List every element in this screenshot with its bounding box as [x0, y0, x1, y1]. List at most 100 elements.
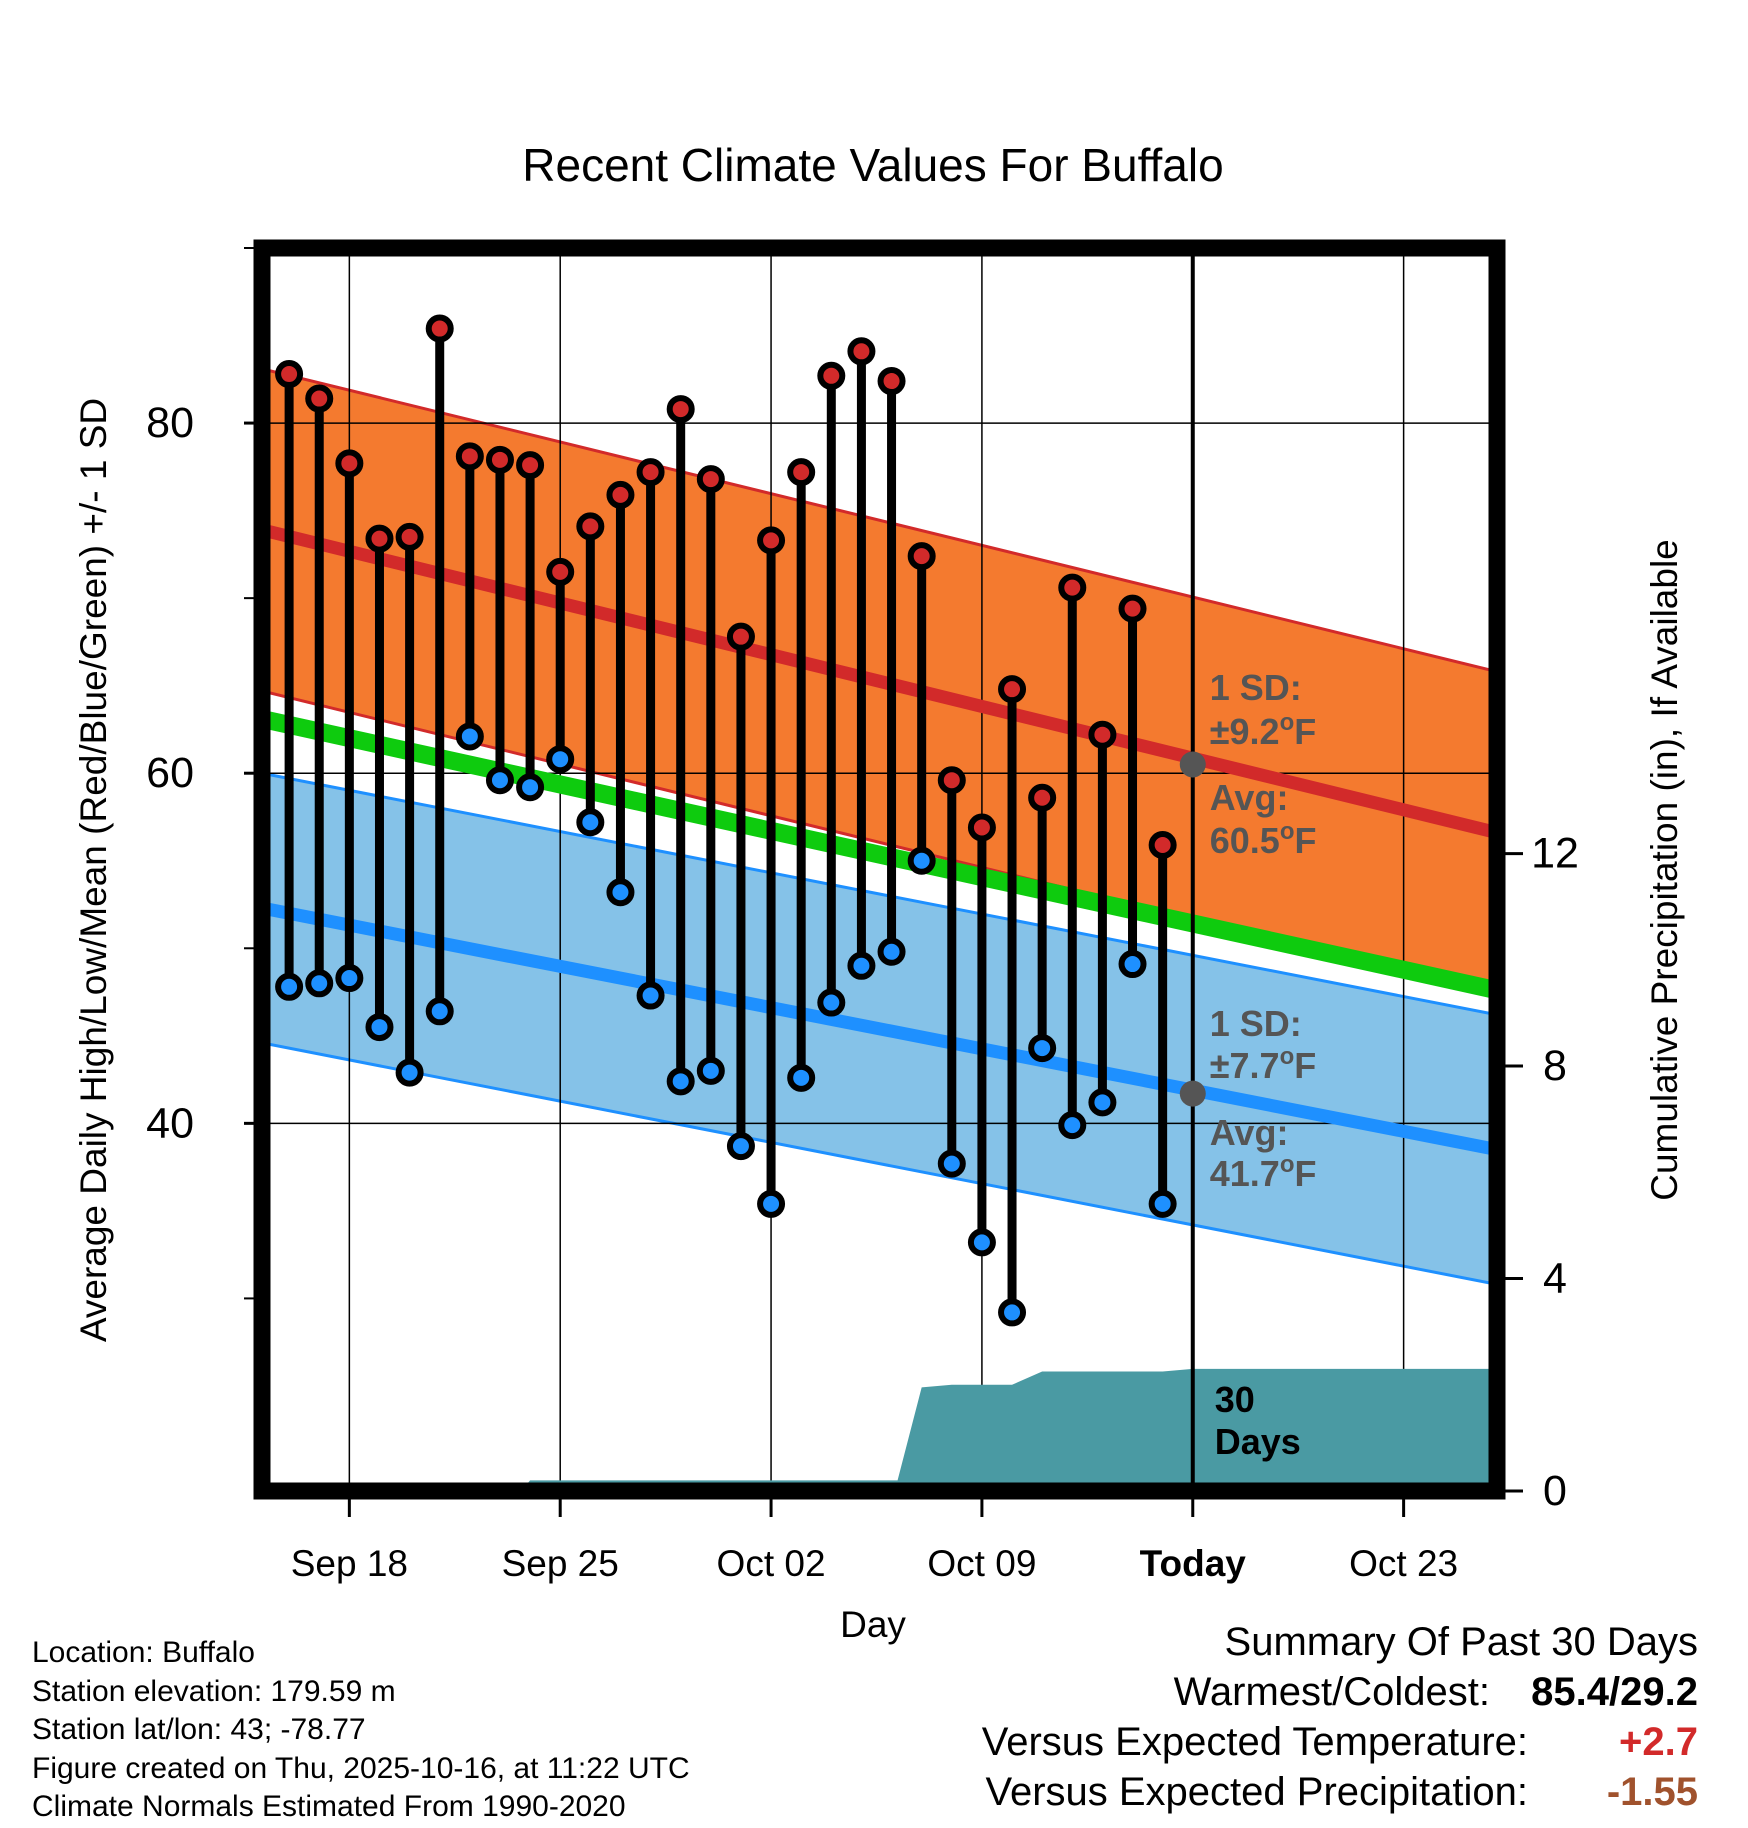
y2-axis-label: Cumulative Precipitation (in), If Availa… — [1644, 539, 1685, 1201]
daily-low-point — [636, 981, 665, 1010]
high-avg-value-unit: F — [1295, 820, 1317, 861]
low-sd-value-value: ±7.7 — [1210, 1045, 1280, 1086]
x-tick-label: Oct 23 — [1349, 1543, 1458, 1584]
high-sd-value-value: ±9.2 — [1210, 711, 1280, 752]
daily-high-point — [787, 458, 816, 487]
precip-days-word: Days — [1215, 1421, 1301, 1462]
y-tick-label: 60 — [146, 749, 194, 797]
daily-low-point — [425, 997, 454, 1026]
low-sd-label: 1 SD: — [1210, 1003, 1302, 1044]
daily-low-point — [1028, 1034, 1057, 1063]
low-avg-value: 41.7oF — [1210, 1151, 1317, 1194]
low-sd-band-upper-edge — [262, 771, 1497, 1017]
daily-high-point — [576, 512, 605, 541]
daily-high-point — [666, 395, 695, 424]
low-sd-value: ±7.7oF — [1210, 1043, 1316, 1086]
daily-low-point — [877, 937, 906, 966]
x-tick-label: Sep 18 — [291, 1543, 408, 1584]
daily-low-point — [1058, 1111, 1087, 1140]
degree-sign: o — [1280, 1043, 1295, 1070]
temp-label: Versus Expected Temperature: — [981, 1720, 1528, 1764]
daily-low-point — [937, 1149, 966, 1178]
y2-tick-label: 12 — [1531, 830, 1579, 878]
normals-text: Climate Normals Estimated From 1990-2020 — [32, 1790, 626, 1823]
daily-high-point — [998, 675, 1027, 704]
summary-title: Summary Of Past 30 Days — [1224, 1620, 1698, 1664]
y-tick-label: 80 — [146, 399, 194, 447]
x-tick-label: Today — [1140, 1543, 1247, 1584]
daily-low-point — [757, 1189, 786, 1218]
daily-high-point — [1028, 783, 1057, 812]
low-avg-value-value: 41.7 — [1210, 1153, 1280, 1194]
daily-low-point — [726, 1132, 755, 1161]
daily-high-point — [275, 360, 304, 389]
normal-low-line — [262, 901, 1497, 1156]
low-avg-label: Avg: — [1210, 1112, 1289, 1153]
daily-high-point — [1058, 573, 1087, 602]
daily-low-point — [275, 972, 304, 1001]
daily-low-point — [606, 878, 635, 907]
summary-temp-row: Versus Expected Temperature: +2.7 — [982, 1717, 1698, 1767]
daily-low-point — [516, 773, 545, 802]
daily-low-point — [998, 1298, 1027, 1327]
low-sd-value-unit: F — [1294, 1045, 1316, 1086]
daily-low-point — [1118, 950, 1147, 979]
precip-days-number: 30 — [1215, 1379, 1255, 1420]
daily-low-point — [455, 722, 484, 751]
warmest-label: Warmest/Coldest: — [1173, 1670, 1490, 1714]
summary-warmest-row: Warmest/Coldest: 85.4/29.2 — [982, 1667, 1698, 1717]
degree-sign: o — [1280, 818, 1295, 845]
elevation-text: Station elevation: 179.59 m — [32, 1674, 396, 1708]
y2-tick-label: 4 — [1543, 1255, 1567, 1303]
location-text: Location: Buffalo — [32, 1636, 255, 1669]
chart-title: Recent Climate Values For Buffalo — [522, 139, 1223, 191]
daily-low-point — [335, 964, 364, 993]
daily-high-point — [696, 465, 725, 494]
daily-high-point — [636, 458, 665, 487]
low-avg-value-unit: F — [1295, 1153, 1317, 1194]
x-tick-label: Sep 25 — [502, 1543, 619, 1584]
daily-low-point — [546, 745, 575, 774]
daily-low-point — [1148, 1189, 1177, 1218]
daily-high-point — [967, 813, 996, 842]
daily-high-point — [335, 449, 364, 478]
daily-high-point — [485, 445, 514, 474]
high-sd-value: ±9.2oF — [1210, 709, 1316, 752]
high-avg-label: Avg: — [1210, 777, 1289, 818]
daily-high-point — [425, 314, 454, 343]
daily-low-point — [395, 1058, 424, 1087]
x-tick-label: Oct 02 — [717, 1543, 826, 1584]
daily-low-point — [847, 951, 876, 980]
plot-frame — [253, 239, 1506, 1500]
low-sd-band-lower-edge — [262, 1041, 1497, 1286]
y-tick-label: 40 — [146, 1099, 194, 1147]
daily-low-point — [817, 988, 846, 1017]
y-axis-label: Average Daily High/Low/Mean (Red/Blue/Gr… — [73, 398, 114, 1342]
high-avg-marker — [1179, 751, 1206, 778]
daily-high-point — [546, 557, 575, 586]
high-sd-band-upper-edge — [262, 367, 1497, 674]
latlon-text: Station lat/lon: 43; -78.77 — [32, 1713, 366, 1746]
summary-panel: Summary Of Past 30 Days Warmest/Coldest:… — [982, 1617, 1698, 1817]
y2-tick-label: 0 — [1543, 1467, 1567, 1515]
daily-high-point — [455, 442, 484, 471]
created-text: Figure created on Thu, 2025-10-16, at 11… — [32, 1751, 690, 1785]
degree-sign: o — [1280, 1151, 1295, 1178]
degree-sign: o — [1280, 709, 1295, 736]
daily-high-point — [305, 384, 334, 413]
daily-low-point — [305, 969, 334, 998]
daily-high-point — [937, 766, 966, 795]
precip-label: Versus Expected Precipitation: — [985, 1770, 1528, 1814]
precip-area — [262, 1368, 1497, 1491]
daily-low-point — [907, 846, 936, 875]
daily-high-point — [907, 542, 936, 571]
summary-precip-row: Versus Expected Precipitation: -1.55 — [982, 1767, 1698, 1817]
daily-high-point — [817, 361, 846, 390]
high-avg-value-value: 60.5 — [1210, 820, 1280, 861]
daily-low-point — [576, 808, 605, 837]
daily-low-point — [696, 1056, 725, 1085]
daily-low-point — [967, 1228, 996, 1257]
daily-high-point — [1088, 720, 1117, 749]
x-tick-label: Oct 09 — [927, 1543, 1036, 1584]
